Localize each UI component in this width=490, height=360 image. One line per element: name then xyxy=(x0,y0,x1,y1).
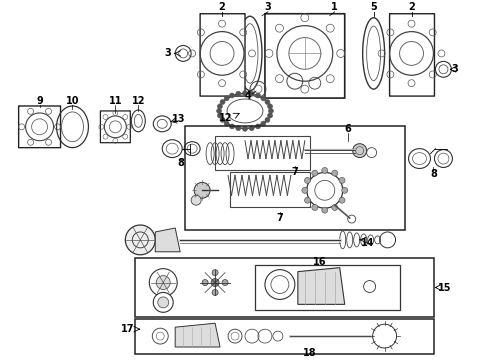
Circle shape xyxy=(224,121,229,126)
Circle shape xyxy=(304,197,311,203)
Circle shape xyxy=(211,279,219,287)
Circle shape xyxy=(268,104,272,109)
Circle shape xyxy=(372,324,396,348)
Circle shape xyxy=(322,207,328,213)
Text: 12: 12 xyxy=(131,96,145,106)
Text: 3: 3 xyxy=(165,49,172,58)
Circle shape xyxy=(265,117,270,122)
Circle shape xyxy=(153,292,173,312)
Circle shape xyxy=(302,187,308,193)
Text: 3: 3 xyxy=(451,64,458,74)
Circle shape xyxy=(212,289,218,296)
Text: 8: 8 xyxy=(430,170,437,179)
Circle shape xyxy=(332,204,338,211)
Text: 13: 13 xyxy=(172,114,185,124)
Text: 11: 11 xyxy=(109,96,122,106)
Circle shape xyxy=(236,91,241,96)
Circle shape xyxy=(220,100,225,104)
FancyBboxPatch shape xyxy=(200,14,245,96)
Bar xyxy=(215,136,310,171)
FancyBboxPatch shape xyxy=(390,14,435,96)
Circle shape xyxy=(243,91,247,95)
Text: 17: 17 xyxy=(121,324,134,334)
Bar xyxy=(230,172,310,207)
Circle shape xyxy=(217,108,221,113)
Polygon shape xyxy=(298,268,345,304)
FancyBboxPatch shape xyxy=(19,106,61,148)
Circle shape xyxy=(220,117,225,122)
Circle shape xyxy=(149,269,177,296)
Bar xyxy=(135,258,435,317)
Text: 10: 10 xyxy=(66,96,79,106)
Circle shape xyxy=(249,91,254,96)
Circle shape xyxy=(339,197,345,203)
Text: 2: 2 xyxy=(219,2,225,12)
Polygon shape xyxy=(175,323,220,347)
Circle shape xyxy=(156,276,170,289)
Circle shape xyxy=(202,280,208,285)
FancyBboxPatch shape xyxy=(100,111,130,143)
Circle shape xyxy=(255,93,261,98)
Circle shape xyxy=(312,204,318,211)
Text: 1: 1 xyxy=(331,2,338,12)
Circle shape xyxy=(236,126,241,131)
Circle shape xyxy=(229,124,235,129)
Bar xyxy=(135,319,435,354)
Circle shape xyxy=(229,93,235,98)
Circle shape xyxy=(322,167,328,174)
Circle shape xyxy=(307,172,343,208)
Text: 15: 15 xyxy=(438,283,451,293)
FancyBboxPatch shape xyxy=(265,14,345,98)
Polygon shape xyxy=(155,228,180,252)
Circle shape xyxy=(194,183,210,198)
Circle shape xyxy=(339,177,345,183)
Text: 12: 12 xyxy=(220,113,233,123)
Text: 2: 2 xyxy=(408,2,415,12)
Circle shape xyxy=(249,126,254,131)
Circle shape xyxy=(312,170,318,176)
Circle shape xyxy=(268,113,272,118)
Circle shape xyxy=(261,96,266,101)
Circle shape xyxy=(212,270,218,276)
Text: 7: 7 xyxy=(292,167,298,177)
Circle shape xyxy=(191,195,201,205)
Circle shape xyxy=(255,124,261,129)
Text: 16: 16 xyxy=(313,257,326,267)
Circle shape xyxy=(218,113,222,118)
Circle shape xyxy=(125,225,155,255)
Circle shape xyxy=(332,170,338,176)
Text: 6: 6 xyxy=(344,124,351,134)
Circle shape xyxy=(224,96,229,101)
Text: 8: 8 xyxy=(178,158,185,167)
Circle shape xyxy=(243,126,247,131)
Circle shape xyxy=(304,177,311,183)
Circle shape xyxy=(158,297,169,308)
Circle shape xyxy=(261,121,266,126)
Circle shape xyxy=(265,100,270,104)
Text: 9: 9 xyxy=(36,96,43,106)
Text: 14: 14 xyxy=(361,238,374,248)
Circle shape xyxy=(342,187,348,193)
Bar xyxy=(255,265,399,310)
Bar xyxy=(185,126,405,230)
Circle shape xyxy=(218,104,222,109)
Text: 18: 18 xyxy=(303,348,317,358)
Circle shape xyxy=(269,108,273,113)
Circle shape xyxy=(353,144,367,158)
Text: 4: 4 xyxy=(245,91,251,101)
Text: 3: 3 xyxy=(265,2,271,12)
Text: 7: 7 xyxy=(276,213,283,223)
Text: 5: 5 xyxy=(370,2,377,12)
Circle shape xyxy=(222,280,228,285)
